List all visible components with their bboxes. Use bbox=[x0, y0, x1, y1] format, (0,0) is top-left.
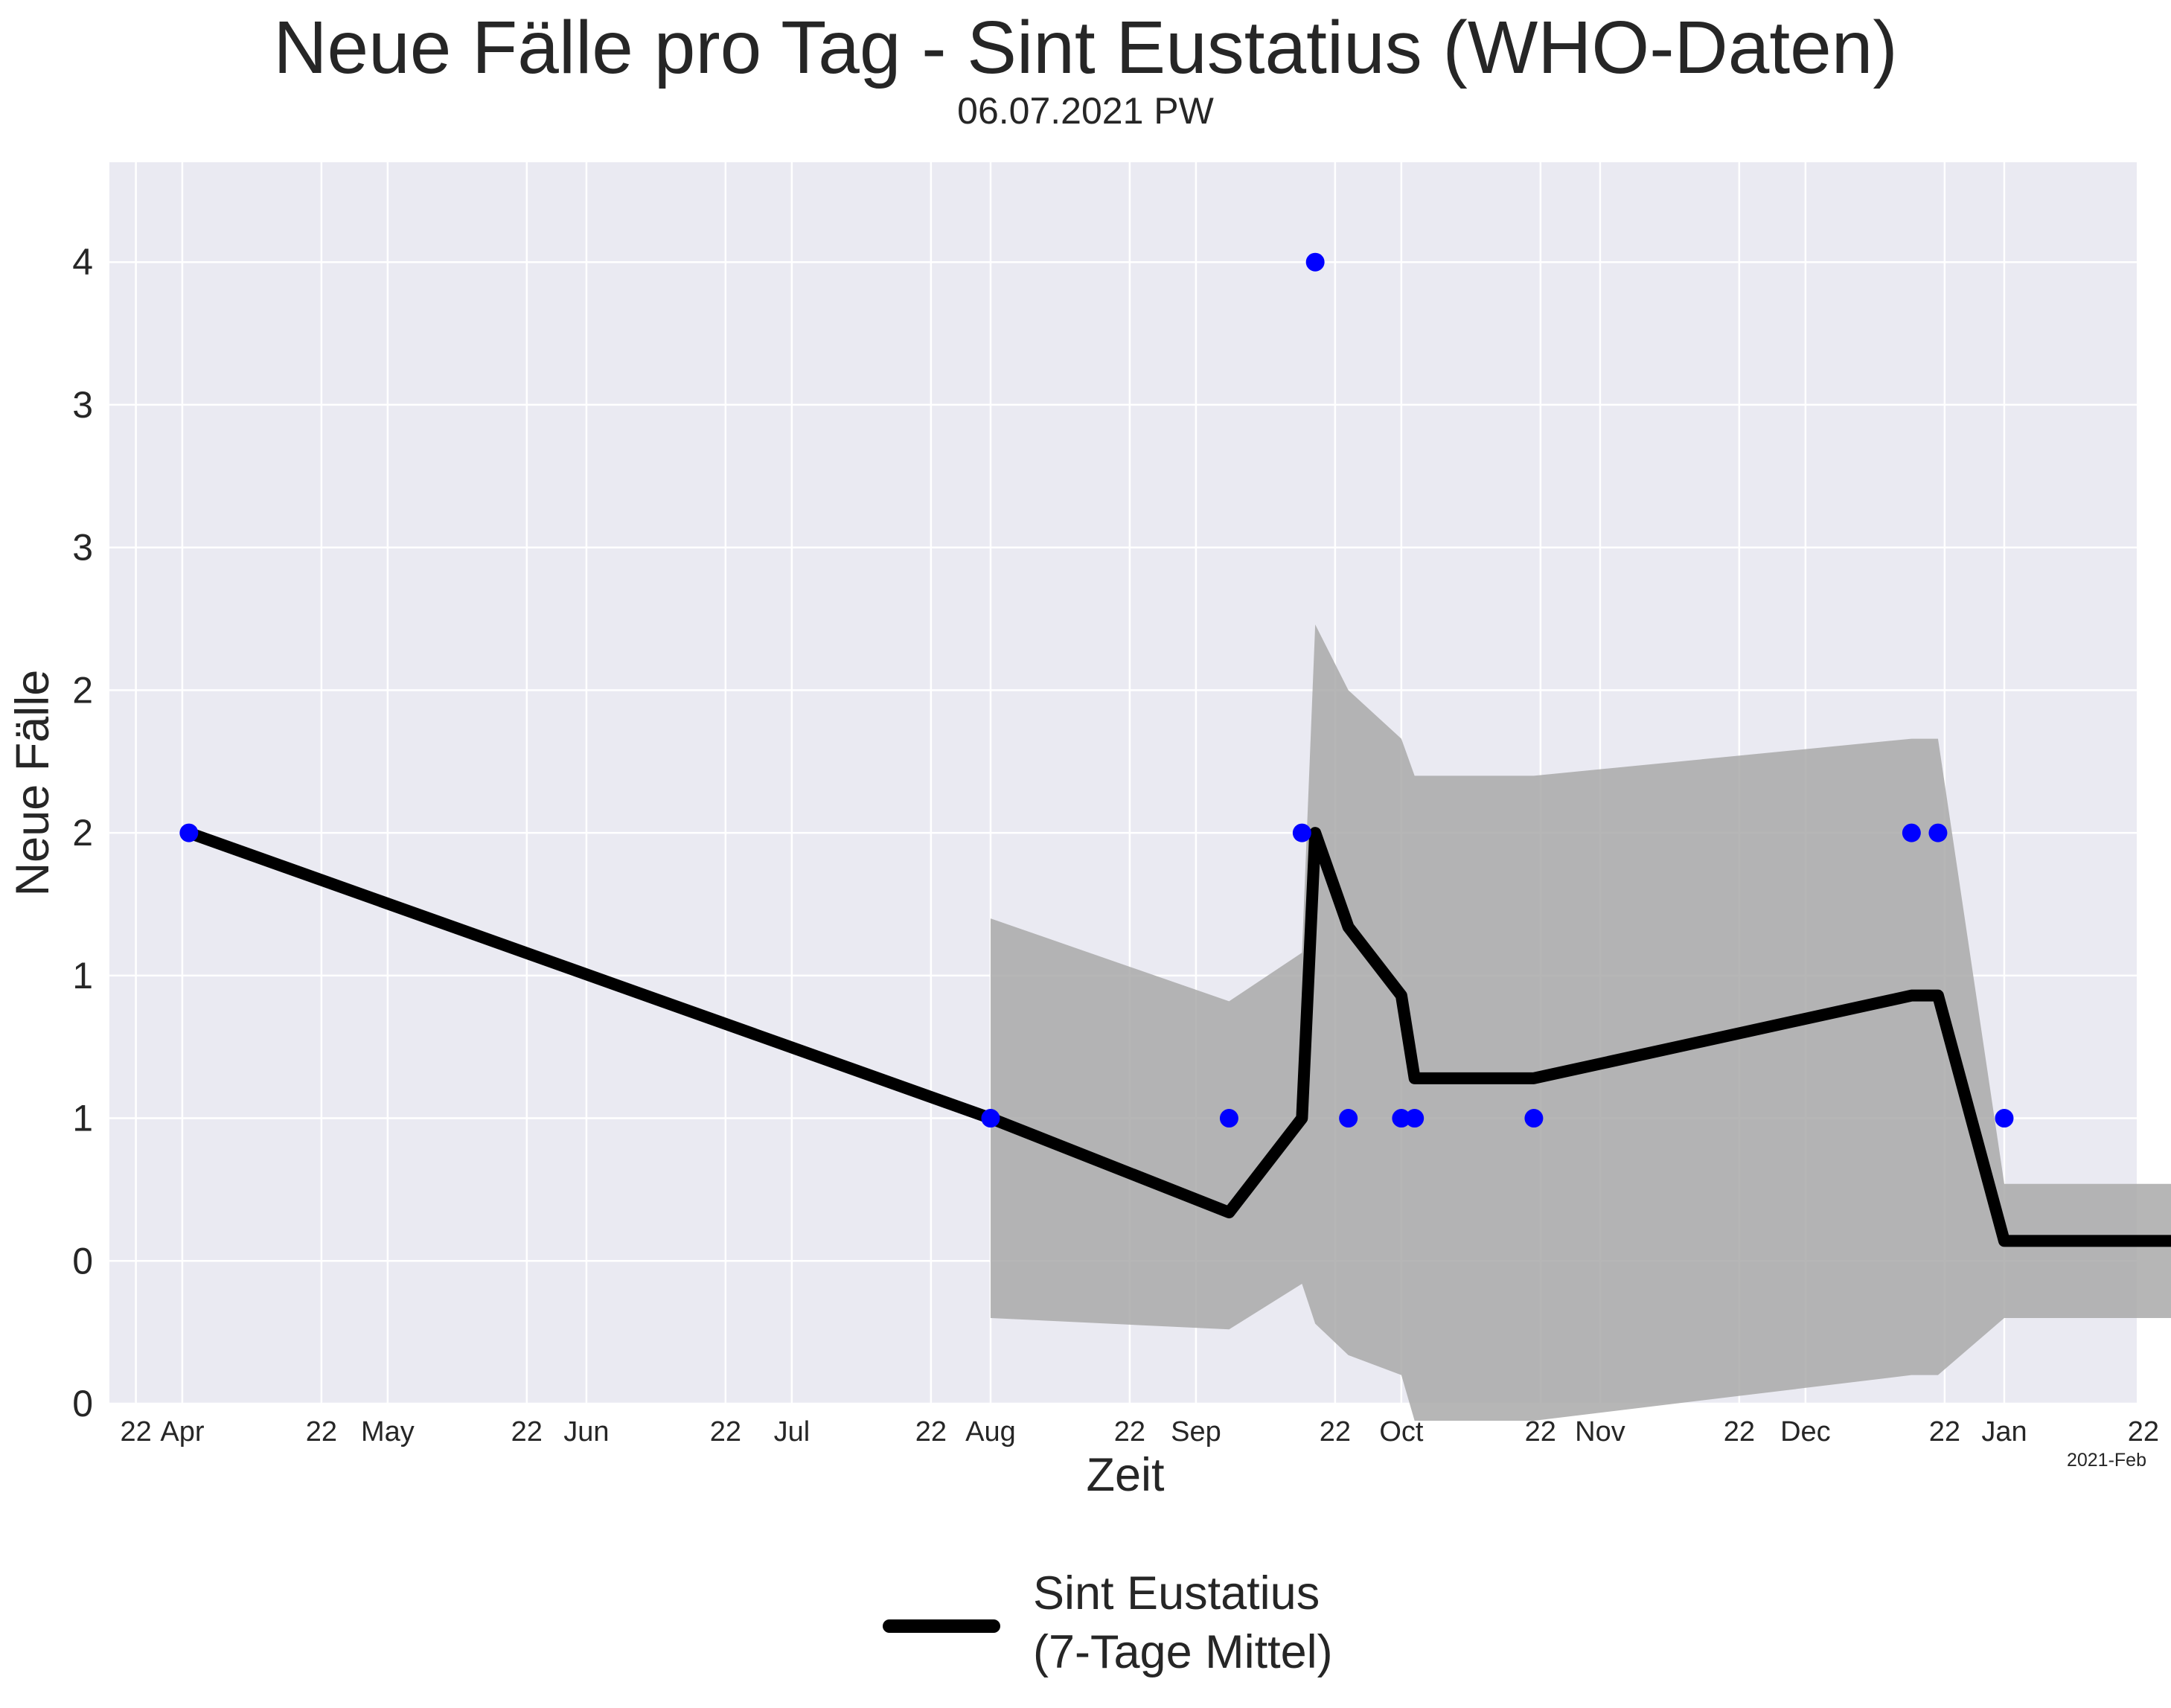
x-tick-label: 22 bbox=[1525, 1416, 1556, 1448]
legend-label-line1: Sint Eustatius bbox=[1033, 1567, 1320, 1619]
y-tick-labels: 0 0 1 1 2 2 3 3 4 bbox=[72, 241, 93, 1424]
x-tick-label: Jan bbox=[1981, 1416, 2027, 1448]
x-axis-label: Zeit bbox=[1086, 1449, 1165, 1501]
daily-cases-point bbox=[1219, 1109, 1238, 1128]
seven-day-average-line bbox=[182, 827, 2171, 1247]
y-tick-label: 0 bbox=[72, 1240, 93, 1282]
legend-label-line2: (7-Tage Mittel) bbox=[1033, 1626, 1333, 1678]
confidence-band bbox=[990, 624, 2171, 1421]
chart-subtitle: 06.07.2021 PW bbox=[957, 90, 1214, 132]
x-tick-label: Dec bbox=[1780, 1416, 1831, 1448]
x-tick-label: 22 bbox=[2128, 1416, 2159, 1448]
x-axis-offset-label: 2021-Feb bbox=[2067, 1450, 2146, 1471]
confidence-band-area bbox=[990, 624, 2171, 1421]
y-tick-label: 3 bbox=[72, 527, 93, 569]
x-tick-labels: 22 Apr 22 May 22 Jun 22 Jul 22 Aug 22 Sep 22 Oct 22 Nov… bbox=[120, 1416, 2159, 1448]
x-tick-label: 22 bbox=[120, 1416, 151, 1448]
y-tick-label: 0 bbox=[72, 1383, 93, 1424]
y-tick-label: 2 bbox=[72, 812, 93, 854]
y-tick-label: 4 bbox=[72, 241, 93, 283]
series-lines bbox=[182, 827, 2171, 1247]
daily-cases-point bbox=[1928, 823, 1948, 842]
x-tick-label: 22 bbox=[1724, 1416, 1755, 1448]
y-tick-label: 1 bbox=[72, 955, 93, 997]
x-tick-label: 22 bbox=[306, 1416, 337, 1448]
x-tick-label: 22 bbox=[1320, 1416, 1351, 1448]
x-tick-label: Aug bbox=[965, 1416, 1016, 1448]
y-tick-label: 2 bbox=[72, 669, 93, 711]
chart-title: Neue Fälle pro Tag - Sint Eustatius (WHO… bbox=[273, 6, 1898, 89]
daily-cases-point bbox=[981, 1109, 1000, 1128]
x-tick-label: Nov bbox=[1575, 1416, 1625, 1448]
x-tick-label: 22 bbox=[710, 1416, 741, 1448]
x-tick-label: Oct bbox=[1379, 1416, 1424, 1448]
x-tick-label: May bbox=[361, 1416, 415, 1448]
daily-cases-point bbox=[1339, 1109, 1358, 1128]
daily-cases-point bbox=[1305, 252, 1325, 272]
x-tick-label: Sep bbox=[1171, 1416, 1221, 1448]
y-tick-label: 1 bbox=[72, 1098, 93, 1139]
daily-cases-point bbox=[1292, 823, 1311, 842]
y-axis-label: Neue Fälle bbox=[7, 670, 59, 897]
x-tick-label: Jun bbox=[563, 1416, 609, 1448]
daily-cases-point bbox=[1405, 1109, 1425, 1128]
daily-cases-point bbox=[1524, 1109, 1544, 1128]
series-points bbox=[179, 252, 2014, 1128]
x-tick-label: 22 bbox=[1929, 1416, 1960, 1448]
daily-cases-point bbox=[1902, 823, 1921, 842]
daily-cases-point bbox=[1995, 1109, 2014, 1128]
x-tick-label: 22 bbox=[915, 1416, 947, 1448]
daily-cases-point bbox=[1392, 1109, 1411, 1128]
x-tick-label: 22 bbox=[511, 1416, 543, 1448]
x-tick-label: Apr bbox=[160, 1416, 204, 1448]
y-tick-label: 3 bbox=[72, 384, 93, 426]
daily-cases-point bbox=[179, 823, 199, 842]
x-tick-label: 22 bbox=[1114, 1416, 1145, 1448]
x-tick-label: Jul bbox=[774, 1416, 810, 1448]
